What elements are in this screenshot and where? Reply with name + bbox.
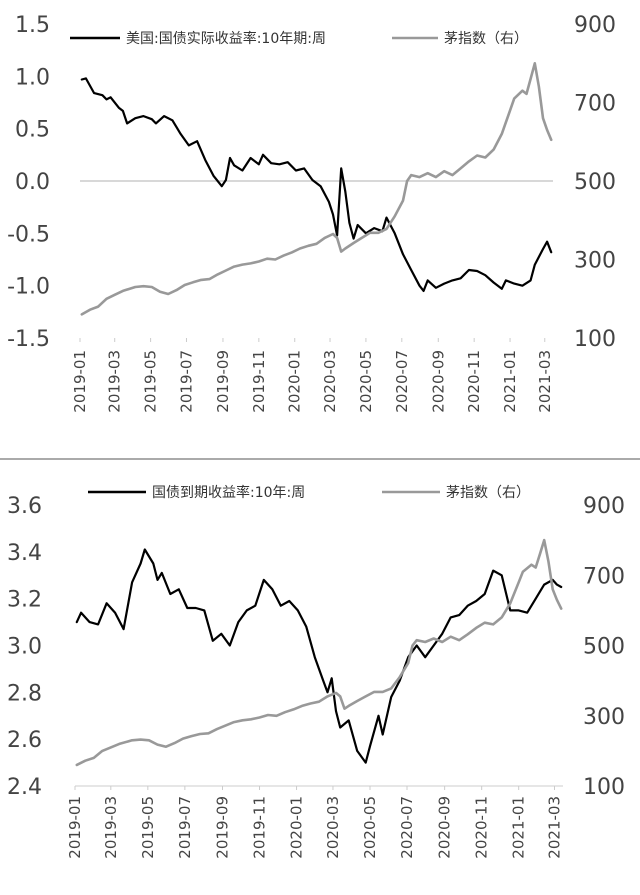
chart-panel-top: 1.5 1.0 0.5 0.0 -0.5 -1.0 -1.5 900 700 500 300 100 2… [7,13,616,413]
x-tick-label: 2020-03 [324,796,342,859]
x-tick-label: 2019-01 [66,796,84,859]
x-tick-label: 2019-09 [214,350,232,413]
y-right-tick-label: 900 [583,494,625,519]
y-left-tick-label: 1.0 [15,65,50,90]
x-tick-label: 2021-01 [501,350,519,413]
x-tick-label: 2019-11 [251,796,269,859]
x-tick-label: 2019-09 [213,796,231,859]
y-right-tick-label: 700 [583,564,625,589]
legend-label: 茅指数（右） [446,485,530,501]
y-right-tick-label: 500 [574,170,616,195]
y-right-tick-label: 300 [583,705,625,730]
y-left-tick-label: 2.8 [7,681,42,706]
x-tick-label: 2019-07 [176,796,194,859]
y-left-tick-label: 3.2 [7,588,42,613]
y-right-tick-label: 500 [583,635,625,660]
series-line-yield [80,77,553,292]
legend-label: 美国:国债实际收益率:10年期:周 [126,30,326,47]
x-tick-label: 2020-09 [436,796,454,859]
chart-panel-bottom: 3.6 3.4 3.2 3.0 2.8 2.6 2.4 900 700 500 300 100 2019… [7,484,625,859]
y-right-tick-label: 700 [574,92,616,117]
y-left-tick-label: 3.6 [7,494,42,519]
y-left-tick-label: 0.5 [15,118,50,143]
x-tick-label: 2019-05 [142,350,160,413]
x-tick-label: 2019-01 [71,350,89,413]
legend-label: 茅指数（右） [444,31,528,47]
x-tick-label: 2020-01 [288,796,306,859]
y-right-tick-label: 100 [574,327,616,352]
y-right-tick-label: 900 [574,13,616,38]
x-tick-label: 2020-05 [361,796,379,859]
x-tick-label: 2020-01 [286,350,304,413]
x-tick-label: 2019-03 [106,350,124,413]
y-left-tick-label: -1.0 [7,275,50,300]
y-left-tick-label: -0.5 [7,222,50,247]
y-left-tick-label: 2.4 [7,775,42,800]
x-tick-label: 2020-05 [357,350,375,413]
series-line-yield [75,548,563,764]
y-left-tick-label: -1.5 [7,327,50,352]
x-tick-label: 2020-09 [429,350,447,413]
x-tick-label: 2021-03 [536,350,554,413]
x-tick-label: 2019-05 [139,796,157,859]
y-left-tick-label: 3.0 [7,635,42,660]
x-tick-label: 2019-11 [250,350,268,413]
x-tick-label: 2021-01 [510,796,528,859]
y-left-tick-label: 3.4 [7,541,42,566]
y-right-tick-label: 100 [583,775,625,800]
x-tick-label: 2020-03 [321,350,339,413]
x-tick-label: 2020-07 [398,796,416,859]
y-left-tick-label: 1.5 [15,13,50,38]
series-line-mao-index [80,62,553,316]
x-tick-label: 2019-07 [177,350,195,413]
y-right-tick-label: 300 [574,249,616,274]
y-left-tick-label: 2.6 [7,728,42,753]
x-tick-label: 2019-03 [102,796,120,859]
x-tick-label: 2020-11 [473,796,491,859]
x-tick-label: 2020-07 [393,350,411,413]
x-tick-label: 2020-11 [465,350,483,413]
x-tick-label: 2021-03 [546,796,564,859]
legend-label: 国债到期收益率:10年:周 [152,484,305,501]
y-left-tick-label: 0.0 [15,170,50,195]
series-line-mao-index [75,538,563,767]
